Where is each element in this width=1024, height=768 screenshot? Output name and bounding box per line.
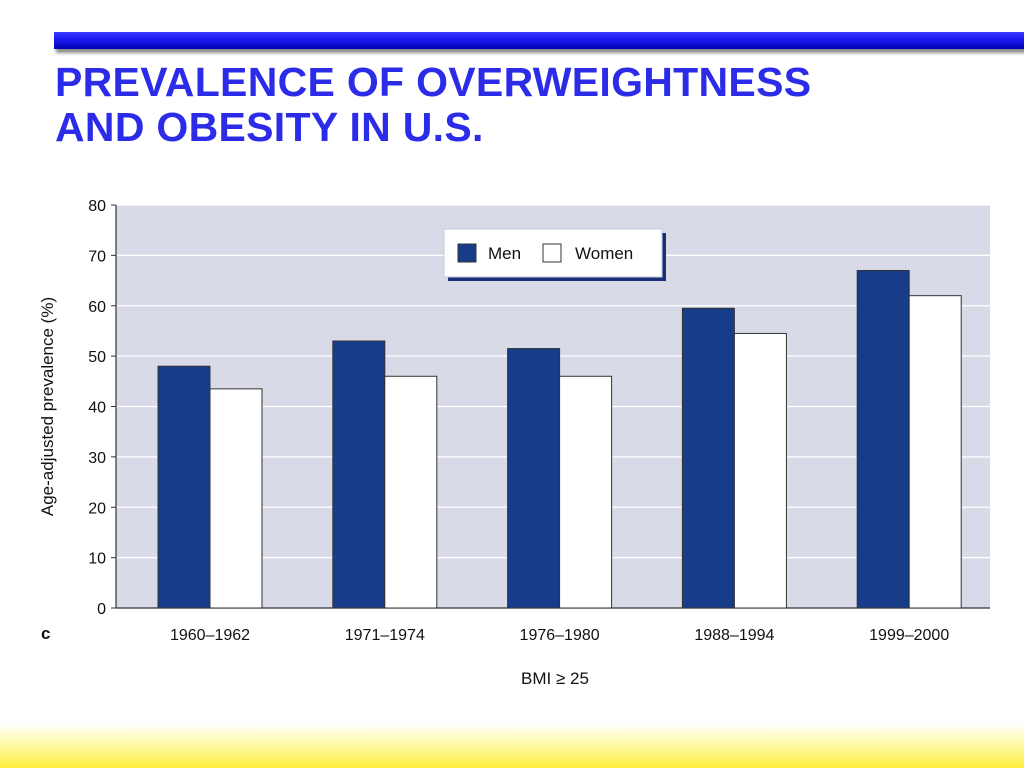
y-tick-label: 30 xyxy=(88,450,106,467)
bar-women xyxy=(908,295,962,609)
y-axis-label: Age-adjusted prevalence (%) xyxy=(38,297,57,516)
bar-women xyxy=(209,388,263,609)
y-tick-label: 60 xyxy=(88,299,106,316)
y-tick-label: 70 xyxy=(88,248,106,265)
x-axis-label: BMI ≥ 25 xyxy=(521,669,589,688)
y-tick-label: 10 xyxy=(88,551,106,568)
panel-letter: c xyxy=(41,624,51,643)
bar-men xyxy=(507,348,561,609)
bar-men xyxy=(681,307,735,609)
bar-women xyxy=(733,332,787,609)
slide-title-line-2: AND OBESITY IN U.S. xyxy=(55,104,484,150)
bottom-gradient-band xyxy=(0,724,1024,768)
x-tick-label: 1988–1994 xyxy=(694,627,774,644)
y-tick-label: 0 xyxy=(97,601,106,618)
title-accent-bar xyxy=(54,32,1024,49)
x-tick-label: 1976–1980 xyxy=(520,627,600,644)
bar-men xyxy=(332,340,386,609)
y-tick-label: 80 xyxy=(88,198,106,215)
legend-swatch-women xyxy=(542,243,562,263)
x-tick-label: 1971–1974 xyxy=(345,627,425,644)
legend-swatch-men xyxy=(457,243,477,263)
legend-label-women: Women xyxy=(575,244,633,263)
x-tick-label: 1960–1962 xyxy=(170,627,250,644)
y-tick-label: 50 xyxy=(88,349,106,366)
y-tick-label: 40 xyxy=(88,400,106,417)
slide-title: PREVALENCE OF OVERWEIGHTNESS AND OBESITY… xyxy=(55,60,1015,150)
legend-label-men: Men xyxy=(488,244,521,263)
slide-title-line-1: PREVALENCE OF OVERWEIGHTNESS xyxy=(55,59,812,105)
legend-box xyxy=(443,228,663,278)
x-tick-label: 1999–2000 xyxy=(869,627,949,644)
bar-women xyxy=(384,375,438,609)
bar-women xyxy=(559,375,613,609)
bar-men xyxy=(157,365,211,609)
y-tick-label: 20 xyxy=(88,500,106,517)
bar-men xyxy=(856,269,910,609)
